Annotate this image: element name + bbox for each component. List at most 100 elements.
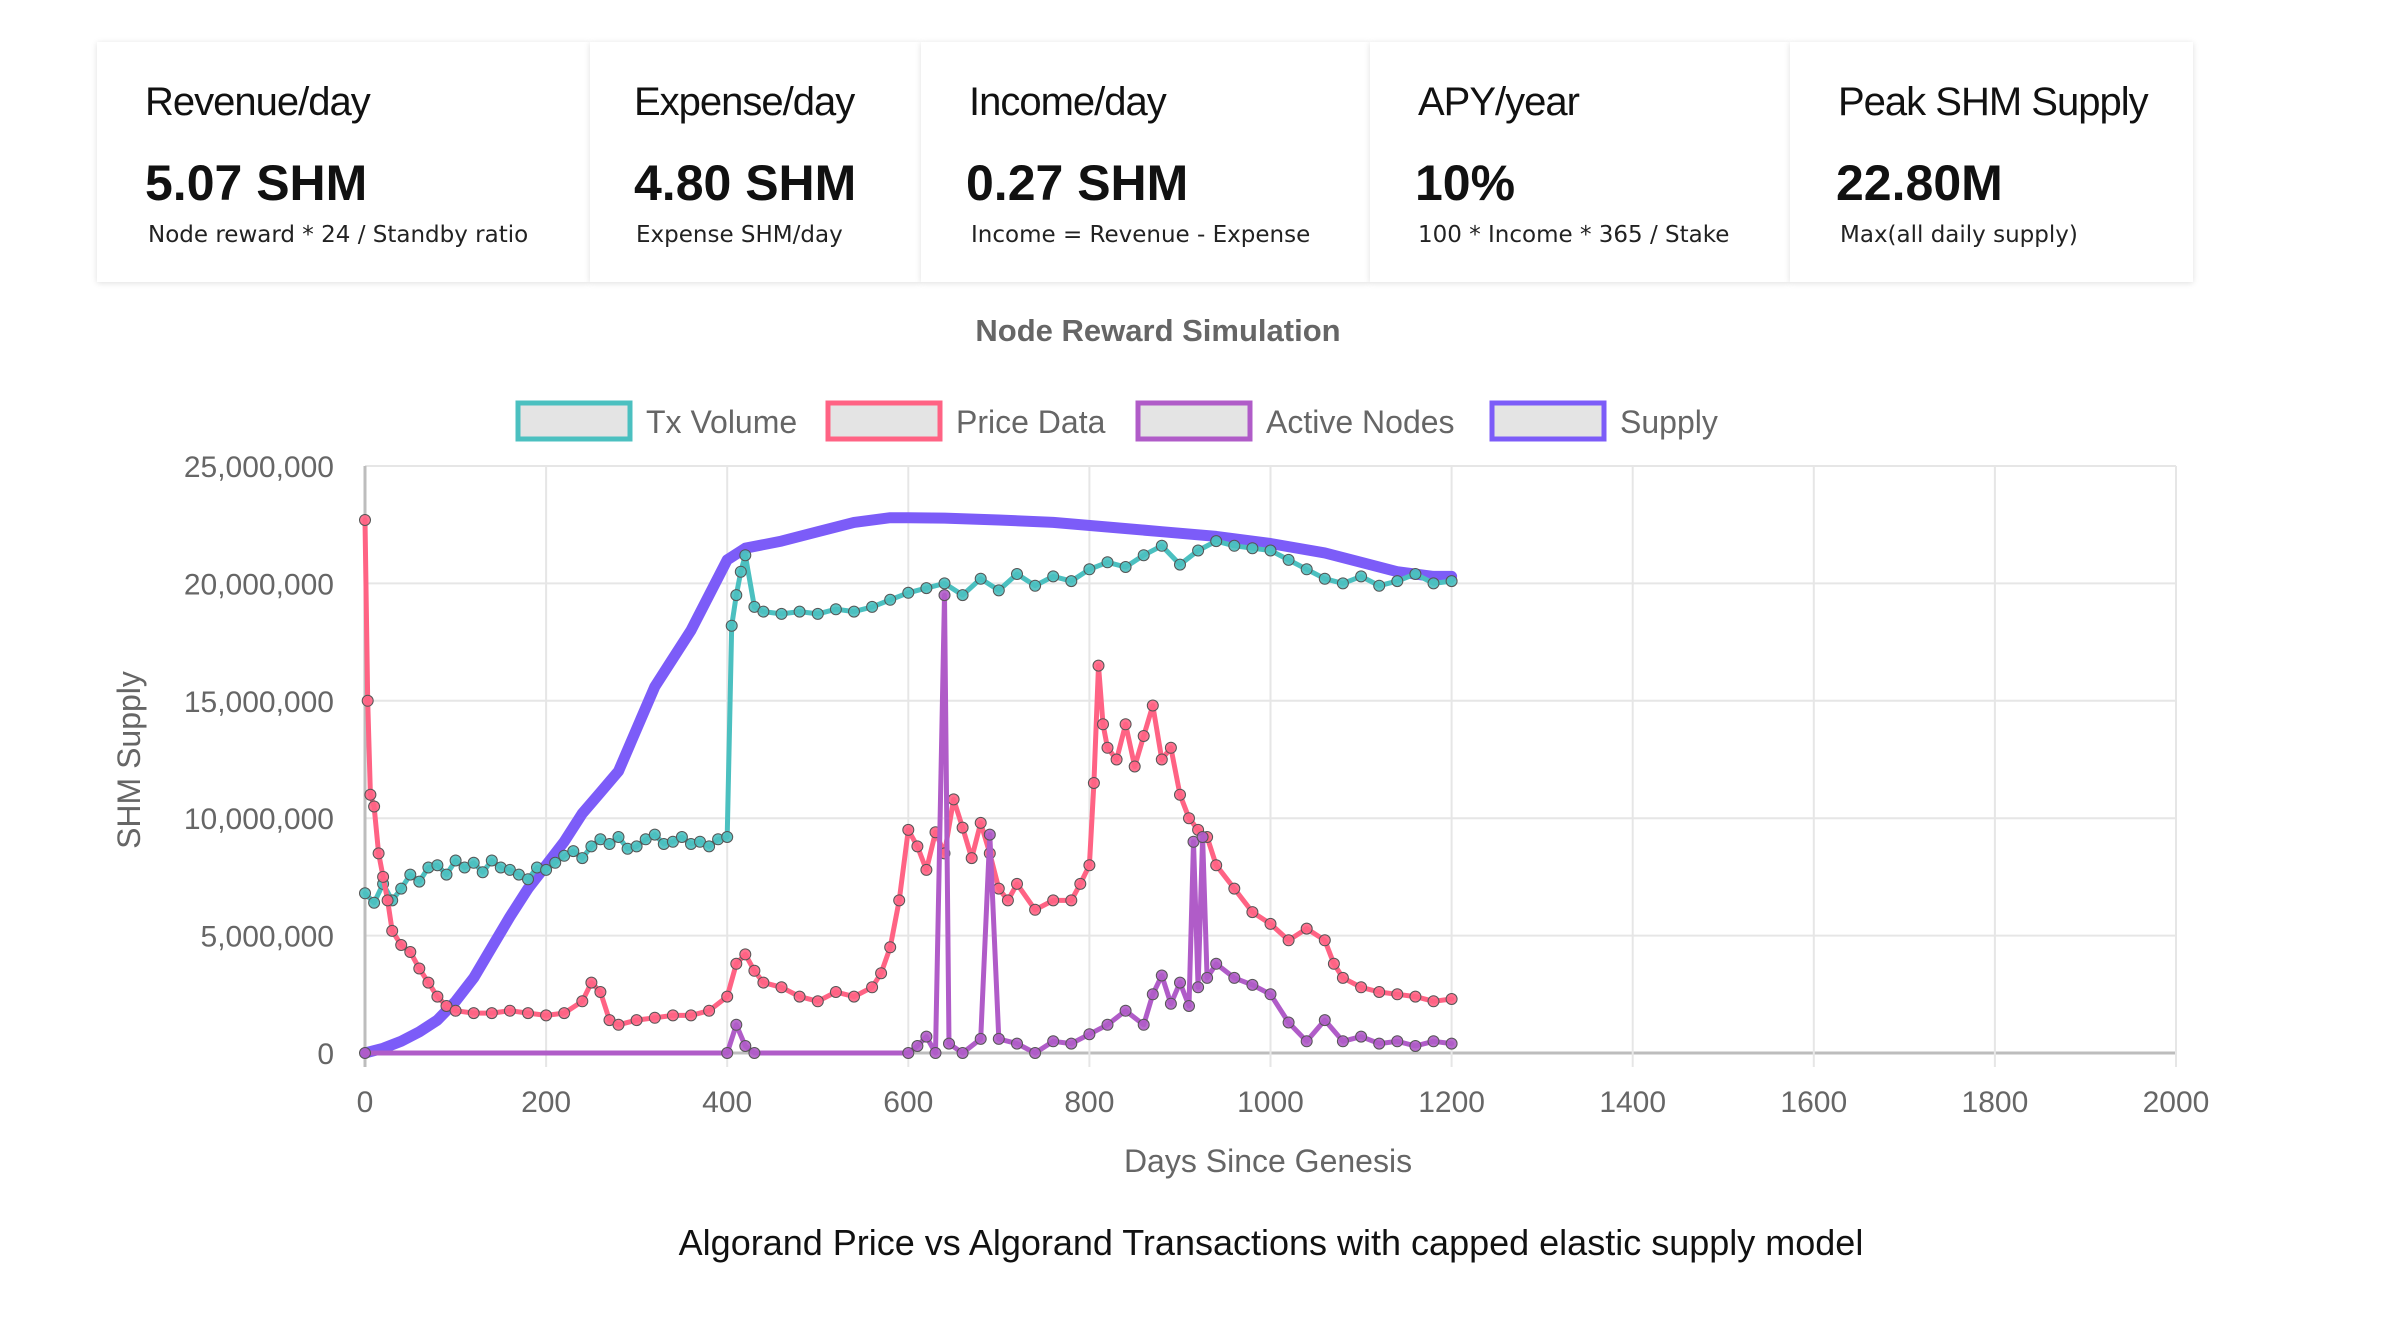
chart-title: Node Reward Simulation <box>975 313 1340 348</box>
data-point <box>675 831 688 843</box>
data-point <box>884 593 897 606</box>
data-point <box>911 840 924 853</box>
data-point <box>449 1004 462 1017</box>
data-point <box>938 577 951 590</box>
data-point <box>1373 1037 1386 1050</box>
legend-item-price-data[interactable]: Price Data <box>825 400 1106 442</box>
data-point <box>757 605 770 618</box>
legend-swatch <box>1135 400 1253 442</box>
data-point <box>1097 718 1109 731</box>
data-point <box>1391 988 1404 1001</box>
data-point <box>1373 579 1386 592</box>
data-point <box>947 793 960 806</box>
data-point <box>1174 976 1186 989</box>
data-point <box>1336 971 1349 984</box>
card-subtitle: Income = Revenue - Expense <box>971 222 1311 248</box>
data-point <box>920 582 933 595</box>
legend-label: Price Data <box>956 404 1106 440</box>
data-point <box>1128 760 1141 773</box>
data-point <box>902 1047 915 1059</box>
data-point <box>1210 957 1223 970</box>
data-point <box>585 976 598 989</box>
data-point <box>648 828 661 841</box>
data-point <box>440 868 453 881</box>
data-point <box>1065 575 1078 588</box>
card-title: APY/year <box>1418 80 1580 124</box>
x-tick-label: 400 <box>702 1086 752 1119</box>
data-point <box>1047 1035 1060 1048</box>
legend-swatch <box>825 400 943 442</box>
series-line <box>362 592 1455 1056</box>
data-point <box>1228 971 1241 984</box>
data-point <box>1445 1037 1458 1050</box>
data-point <box>1083 563 1096 576</box>
legend-item-supply[interactable]: Supply <box>1489 400 1718 442</box>
data-point <box>920 1030 933 1043</box>
y-tick-label: 10,000,000 <box>184 803 334 836</box>
data-point <box>848 990 860 1003</box>
data-point <box>983 828 996 841</box>
data-point <box>1155 753 1168 766</box>
x-tick-label: 1000 <box>1237 1086 1304 1119</box>
legend-swatch <box>515 400 633 442</box>
data-point <box>1300 1035 1313 1048</box>
data-point <box>1355 1030 1368 1043</box>
card-title: Income/day <box>969 80 1167 124</box>
data-point <box>1146 699 1159 712</box>
data-point <box>1029 903 1042 916</box>
legend-item-tx-volume[interactable]: Tx Volume <box>515 400 797 442</box>
y-axis-label: SHM Supply <box>111 671 147 849</box>
data-point <box>1087 777 1100 789</box>
data-point <box>413 962 426 975</box>
data-point <box>648 1011 661 1024</box>
data-point <box>1029 1047 1042 1059</box>
data-point <box>902 586 915 599</box>
data-point <box>920 863 933 876</box>
data-point <box>1318 1014 1331 1027</box>
data-point <box>395 882 408 895</box>
data-point <box>603 838 616 850</box>
data-point <box>1391 575 1404 588</box>
y-tick-label: 25,000,000 <box>184 451 334 484</box>
data-point <box>1409 1040 1422 1052</box>
card-title: Expense/day <box>634 80 855 124</box>
data-point <box>1155 539 1168 552</box>
data-point <box>576 995 589 1008</box>
data-point <box>503 1004 516 1017</box>
data-point <box>884 941 897 954</box>
data-point <box>829 986 842 998</box>
data-point <box>567 845 580 858</box>
data-point <box>1065 1037 1078 1050</box>
data-point <box>612 1018 625 1031</box>
card-value: 22.80M <box>1836 155 2003 211</box>
data-point <box>1192 981 1205 994</box>
data-point <box>422 976 435 989</box>
data-point <box>485 854 498 867</box>
data-point <box>1047 894 1060 907</box>
card-title: Revenue/day <box>145 80 371 124</box>
data-point <box>467 1007 480 1020</box>
data-point <box>630 840 643 853</box>
chart-legend[interactable]: Tx Volume Price Data Active Nodes Supply <box>515 400 1718 442</box>
data-point <box>1183 1000 1195 1012</box>
data-point <box>956 1047 969 1059</box>
data-point <box>1327 957 1340 970</box>
data-point <box>866 600 879 613</box>
legend-item-active-nodes[interactable]: Active Nodes <box>1135 400 1455 442</box>
data-point <box>734 565 747 578</box>
data-point <box>965 852 978 865</box>
data-point <box>364 788 377 801</box>
data-point <box>361 694 374 707</box>
data-point <box>540 1009 553 1022</box>
data-point <box>1101 1018 1114 1031</box>
data-point <box>558 1007 571 1020</box>
data-point <box>1336 1035 1349 1048</box>
data-point <box>1201 971 1214 984</box>
data-point <box>721 1047 734 1059</box>
y-tick-label: 0 <box>317 1038 334 1071</box>
x-tick-label: 2000 <box>2143 1086 2210 1119</box>
stat-cards: Revenue/day 5.07 SHM Node reward * 24 / … <box>97 42 2193 282</box>
data-point <box>943 1037 955 1050</box>
card-subtitle: Expense SHM/day <box>636 222 843 248</box>
data-point <box>1164 741 1177 754</box>
